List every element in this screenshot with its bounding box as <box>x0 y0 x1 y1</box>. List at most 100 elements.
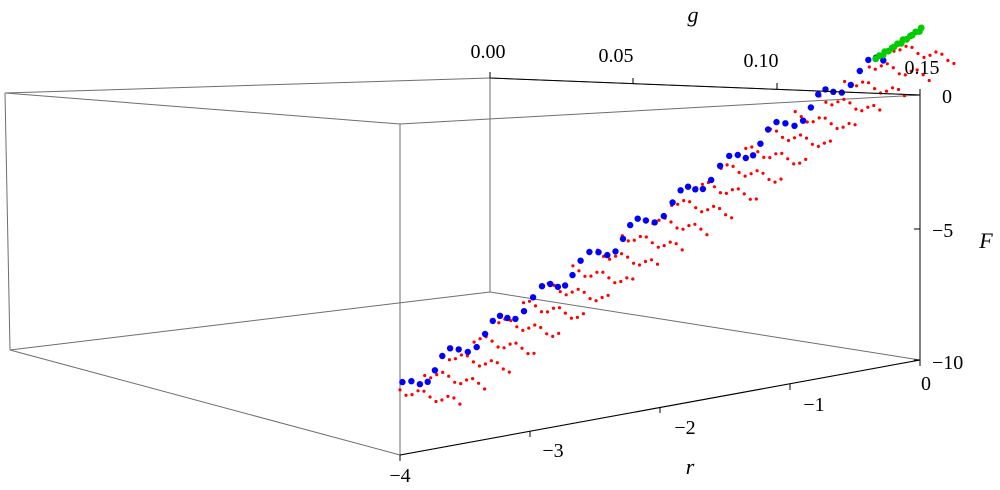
blue-data-point <box>504 314 511 322</box>
blue-data-point <box>642 217 650 224</box>
blue-data-point <box>799 117 807 124</box>
blue-data-point <box>708 176 715 184</box>
red-data-point <box>761 171 765 175</box>
red-data-point <box>928 53 932 57</box>
blue-data-point <box>455 346 462 353</box>
red-data-point <box>836 100 840 104</box>
red-data-point <box>577 269 581 273</box>
blue-data-point <box>561 282 569 289</box>
red-data-point <box>779 177 783 181</box>
red-data-point <box>478 337 482 341</box>
r-axis-label: r <box>686 454 695 479</box>
red-data-point <box>435 373 439 377</box>
red-data-point <box>835 126 839 131</box>
red-data-point <box>718 191 723 195</box>
blue-data-point <box>815 91 822 98</box>
red-data-point <box>822 141 827 145</box>
blue-data-point <box>651 219 658 226</box>
red-data-point <box>508 342 512 346</box>
g-axis-line <box>489 77 921 96</box>
red-data-point <box>655 262 660 266</box>
red-data-point <box>682 199 686 203</box>
red-data-point <box>743 174 747 178</box>
red-data-point <box>921 73 925 77</box>
red-data-point <box>724 213 728 217</box>
red-data-point <box>940 52 944 56</box>
red-data-point <box>736 187 740 191</box>
red-data-point <box>483 362 487 366</box>
red-data-point <box>768 156 772 160</box>
red-data-point <box>737 170 741 175</box>
blue-data-point <box>489 317 496 325</box>
red-data-point <box>507 370 511 374</box>
red-data-point <box>896 87 901 92</box>
red-data-point <box>860 109 864 113</box>
red-data-point <box>842 97 846 101</box>
red-data-point <box>575 315 580 319</box>
blue-data-point <box>538 283 546 290</box>
red-data-point <box>873 87 877 91</box>
red-data-point <box>632 238 636 242</box>
red-data-point <box>688 200 692 204</box>
red-data-point <box>465 378 469 382</box>
red-data-point <box>613 281 617 285</box>
blue-data-point <box>586 248 593 256</box>
blue-data-point <box>699 185 707 193</box>
red-data-point <box>855 84 859 88</box>
red-data-point <box>626 239 630 243</box>
red-data-point <box>570 290 574 294</box>
blue-data-point <box>612 248 619 255</box>
red-data-point <box>885 62 889 66</box>
blue-data-point <box>512 315 519 323</box>
box-edge-top-right <box>399 94 921 125</box>
red-data-point <box>607 276 611 280</box>
red-data-point <box>569 316 574 320</box>
red-data-point <box>576 287 580 291</box>
red-data-point <box>620 252 624 256</box>
blue-data-point <box>684 183 692 190</box>
red-data-point <box>903 73 907 77</box>
red-data-point <box>502 346 506 350</box>
red-data-point <box>755 169 759 173</box>
red-data-point <box>830 103 834 107</box>
red-data-point <box>608 257 612 261</box>
red-data-point <box>458 402 462 406</box>
blue-data-point <box>749 152 757 159</box>
blue-data-point <box>838 89 845 96</box>
red-data-point <box>798 161 802 165</box>
red-data-point <box>694 206 698 210</box>
red-data-point <box>521 301 526 305</box>
red-data-point <box>890 86 895 90</box>
red-data-point <box>712 204 716 208</box>
red-data-point <box>589 274 593 278</box>
red-data-point <box>434 399 438 404</box>
red-data-point <box>848 101 852 105</box>
red-data-point <box>649 258 654 262</box>
series-green-points <box>872 24 925 63</box>
red-data-point <box>637 263 642 267</box>
red-data-point <box>527 299 532 303</box>
red-data-point <box>428 395 432 399</box>
red-data-point <box>828 139 833 143</box>
red-data-point <box>829 122 833 126</box>
red-data-point <box>410 393 414 397</box>
blue-data-point <box>692 186 699 193</box>
red-data-point <box>823 116 827 120</box>
red-data-point <box>643 259 648 264</box>
red-data-point <box>662 244 666 248</box>
red-data-point <box>526 352 530 356</box>
red-data-point <box>774 129 779 133</box>
red-data-point <box>854 107 858 111</box>
red-data-point <box>867 81 871 85</box>
red-data-point <box>625 276 629 280</box>
red-data-point <box>594 299 598 303</box>
g-tick-label: 0.05 <box>599 45 634 67</box>
red-data-point <box>656 245 660 249</box>
red-data-point <box>878 108 882 112</box>
r-tick-label: −1 <box>803 394 824 416</box>
blue-data-point <box>660 212 667 220</box>
red-data-point <box>477 364 481 368</box>
F-tick-label: 0 <box>942 86 952 108</box>
red-data-point <box>583 274 587 278</box>
